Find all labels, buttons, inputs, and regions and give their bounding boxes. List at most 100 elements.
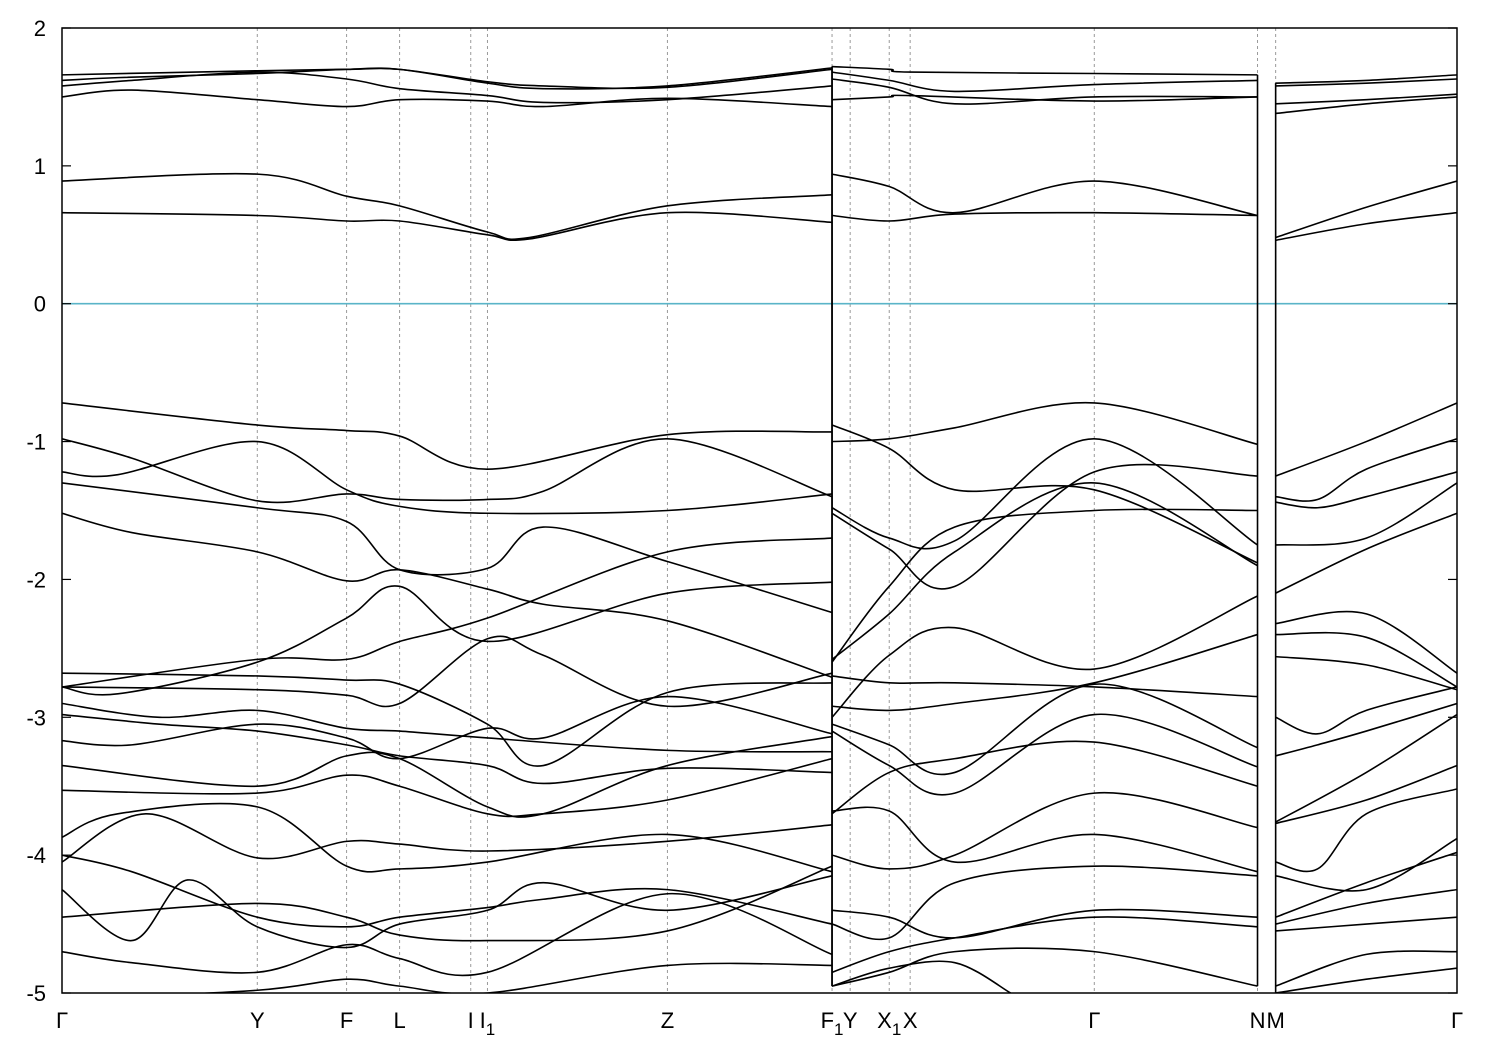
band-line	[831, 173, 1258, 217]
kpoint-label: L	[393, 1008, 405, 1033]
band-line	[62, 172, 833, 241]
band-line	[831, 960, 1011, 993]
band-line	[831, 713, 1258, 796]
band-line	[831, 675, 1258, 698]
band-line	[1275, 482, 1457, 546]
band-line	[1275, 686, 1457, 735]
band-line	[831, 791, 1258, 870]
y-tick-label: 2	[34, 16, 46, 41]
kpoint-gridlines	[256, 28, 1277, 993]
y-tick-label: 0	[34, 292, 46, 317]
y-tick-label: -1	[26, 430, 46, 455]
band-line	[1275, 78, 1457, 87]
kpoint-label: F	[340, 1008, 353, 1033]
band-line	[831, 595, 1258, 718]
band-line	[62, 865, 833, 942]
band-line	[1275, 180, 1457, 239]
band-line	[831, 865, 1258, 941]
band-line	[62, 892, 833, 977]
band-line	[831, 508, 1258, 663]
band-line	[62, 67, 833, 90]
band-line	[831, 633, 1258, 712]
band-line	[62, 672, 833, 767]
kpoint-label: Γ	[1088, 1008, 1100, 1033]
band-line	[1275, 837, 1457, 892]
band-line	[1275, 788, 1457, 873]
band-line	[1275, 438, 1457, 502]
band-line	[62, 757, 833, 818]
band-line	[831, 438, 1258, 550]
band-line	[62, 482, 833, 614]
kpoint-label: Y	[843, 1008, 858, 1033]
band-line	[831, 71, 1258, 93]
band-line	[62, 812, 833, 863]
band-line	[62, 735, 833, 818]
band-line	[62, 702, 833, 753]
band-line	[62, 537, 833, 688]
band-line	[1275, 655, 1457, 691]
band-line	[1275, 93, 1457, 105]
band-line	[1275, 888, 1457, 925]
band-line	[62, 440, 833, 515]
kpoint-label: X1	[877, 1008, 901, 1039]
band-line	[1275, 471, 1457, 509]
band-line	[62, 211, 833, 242]
band-line	[831, 683, 1258, 776]
band-line	[62, 635, 833, 708]
band-line	[1275, 631, 1457, 688]
band-line	[62, 802, 833, 873]
band-line	[1275, 74, 1457, 84]
band-line	[1275, 402, 1457, 477]
band-line	[832, 401, 1258, 446]
band-line	[832, 65, 1258, 76]
band-line	[1275, 96, 1457, 115]
band-line	[62, 512, 833, 679]
band-line	[1275, 702, 1457, 757]
band-line	[1275, 950, 1457, 987]
y-tick-label: -3	[26, 705, 46, 730]
band-line	[62, 67, 833, 90]
kpoint-label: I1	[480, 1008, 496, 1039]
band-line	[1275, 713, 1457, 823]
band-line	[831, 211, 1258, 222]
kpoint-label: N	[1250, 1008, 1266, 1033]
band-line	[62, 402, 833, 470]
band-line	[1275, 610, 1457, 674]
band-line	[832, 94, 1258, 102]
band-line	[1275, 916, 1457, 932]
band-line	[831, 424, 1258, 564]
band-line	[831, 78, 1258, 105]
path-discontinuities	[831, 66, 1277, 993]
kpoint-label: F1	[821, 1008, 844, 1039]
band-line	[62, 438, 833, 504]
band-line	[831, 740, 1258, 815]
band-line	[831, 463, 1258, 590]
kpoint-label: Γ	[1451, 1008, 1463, 1033]
kpoint-label: I	[468, 1008, 474, 1033]
x-axis-kpoint-labels: Γ Y F L I I1 Z F1 Y X1 X Γ N M Γ	[56, 1008, 1463, 1039]
kpoint-label: Z	[661, 1008, 674, 1033]
band-line	[62, 71, 833, 104]
band-line	[831, 482, 1258, 661]
band-line	[62, 695, 833, 760]
kpoint-label: X	[903, 1008, 918, 1033]
plot-frame	[61, 27, 1458, 994]
band-line	[1275, 764, 1457, 825]
band-line	[1275, 851, 1457, 918]
band-line	[1275, 967, 1457, 993]
band-line	[1275, 512, 1457, 594]
band-line	[195, 962, 833, 993]
band-line	[62, 713, 833, 785]
y-tick-label: -2	[26, 567, 46, 592]
band-line	[62, 89, 833, 108]
kpoint-label: Y	[250, 1008, 265, 1033]
kpoint-label: Γ	[56, 1008, 68, 1033]
y-axis: -5 -4 -3 -2 -1 0 1 2	[26, 16, 1457, 1006]
band-line	[832, 806, 1258, 873]
band-line	[831, 947, 1258, 987]
y-tick-label: 1	[34, 154, 46, 179]
band-line	[831, 908, 1258, 939]
kpoint-label: M	[1266, 1008, 1284, 1033]
band-line	[62, 581, 833, 696]
